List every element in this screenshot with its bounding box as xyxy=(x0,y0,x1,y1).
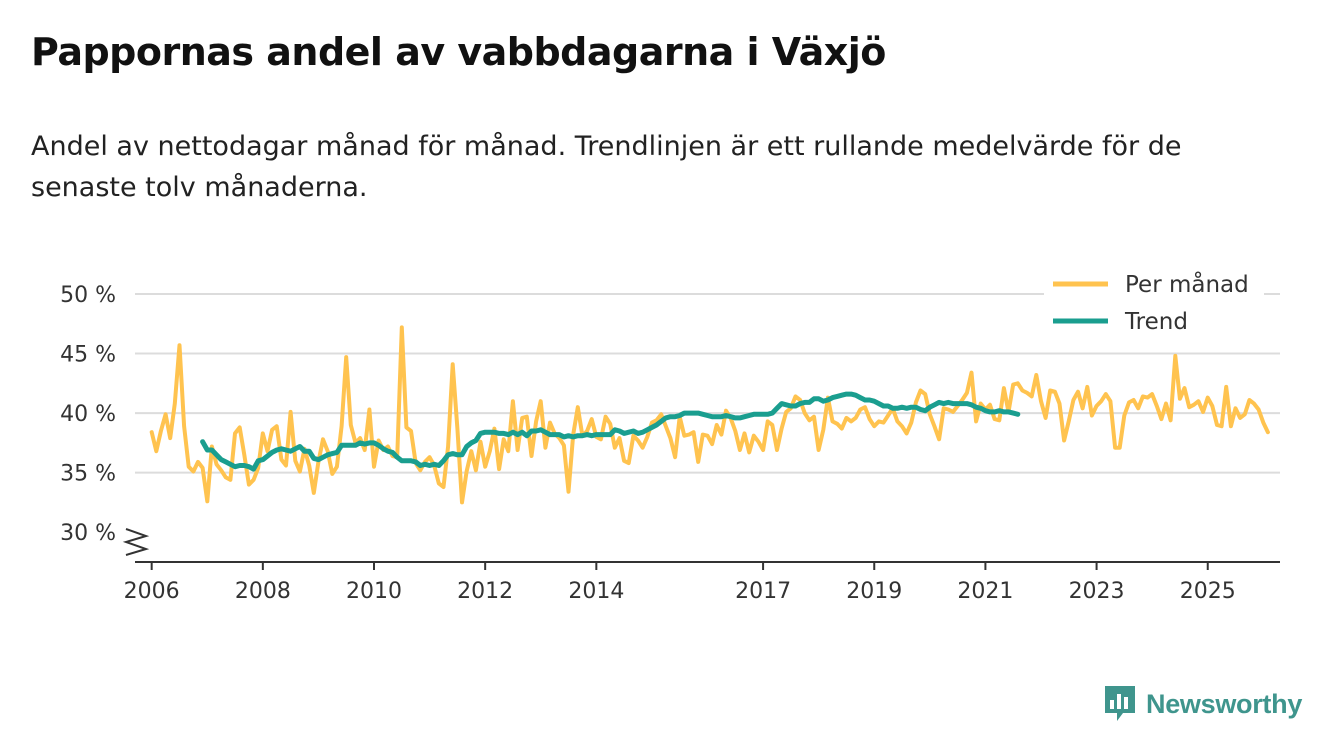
y-tick-label: 40 % xyxy=(60,402,116,427)
legend-label-per-manad: Per månad xyxy=(1125,270,1249,298)
x-tick-label: 2008 xyxy=(235,579,291,604)
x-axis: 2006 2008 2010 2012 2014 2017 2019 2021 2023 2025 xyxy=(122,528,1280,604)
x-tick-label: 2025 xyxy=(1180,579,1236,604)
x-tick-label: 2012 xyxy=(457,579,513,604)
y-tick-label: 35 % xyxy=(60,462,116,487)
legend-background xyxy=(1044,262,1264,344)
chart-subtitle: Andel av nettodagar månad för månad. Tre… xyxy=(31,131,1182,203)
axis-break-icon xyxy=(122,528,150,556)
y-axis-ticks: 30 % 35 % 40 % 45 % 50 % xyxy=(60,283,116,546)
x-tick-label: 2017 xyxy=(735,579,791,604)
x-tick-label: 2010 xyxy=(346,579,402,604)
brand-logo: Newsworthy xyxy=(1102,684,1302,724)
newsworthy-logo-icon xyxy=(1105,686,1135,721)
x-tick-label: 2023 xyxy=(1069,579,1125,604)
series-line-per-manad xyxy=(149,325,1270,505)
y-tick-label: 45 % xyxy=(60,343,116,368)
x-tick-label: 2019 xyxy=(846,579,902,604)
y-tick-label: 50 % xyxy=(60,283,116,308)
brand-name: Newsworthy xyxy=(1146,688,1303,719)
x-tick-label: 2014 xyxy=(568,579,624,604)
legend: Per månad Trend xyxy=(1044,262,1264,344)
chart-title: Pappornas andel av vabbdagarna i Växjö xyxy=(31,30,886,74)
x-tick-label: 2006 xyxy=(124,579,180,604)
y-tick-label: 30 % xyxy=(60,521,116,546)
series-lines xyxy=(149,325,1270,505)
x-tick-label: 2021 xyxy=(957,579,1013,604)
series-line-trend xyxy=(200,391,1021,472)
legend-label-trend: Trend xyxy=(1124,309,1188,335)
